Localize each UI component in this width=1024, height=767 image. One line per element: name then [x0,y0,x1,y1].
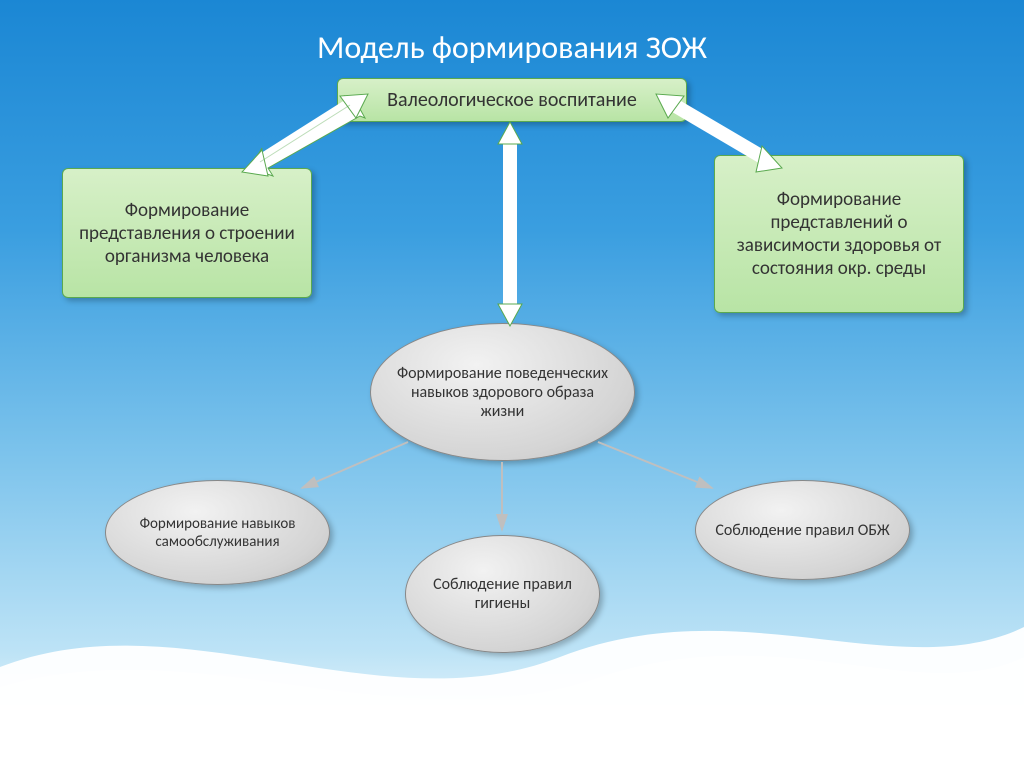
node-label: Формирование представления о строении ор… [77,199,297,268]
diagram-title: Модель формирования ЗОЖ [0,28,1024,67]
node-label: Соблюдение правил ОБЖ [715,521,889,540]
node-label: Формирование навыков самообслуживания [124,515,311,551]
node-label: Формирование поведенческих навыков здоро… [389,364,616,421]
thin-arrow-left [302,442,408,488]
node-center-ellipse: Формирование поведенческих навыков здоро… [370,323,635,461]
node-label: Соблюдение правил гигиены [424,575,581,613]
node-top-center: Валеологическое воспитание [337,78,687,122]
node-right-ellipse: Соблюдение правил ОБЖ [695,480,910,580]
node-left-rect: Формирование представления о строении ор… [62,168,312,298]
node-left-ellipse: Формирование навыков самообслуживания [105,480,330,585]
double-arrow-top-down [498,122,522,326]
node-bottom-ellipse: Соблюдение правил гигиены [405,535,600,653]
node-label: Валеологическое воспитание [387,88,637,112]
node-right-rect: Формирование представлений о зависимости… [714,155,964,313]
thin-arrow-right [598,442,712,488]
node-label: Формирование представлений о зависимости… [729,188,949,280]
